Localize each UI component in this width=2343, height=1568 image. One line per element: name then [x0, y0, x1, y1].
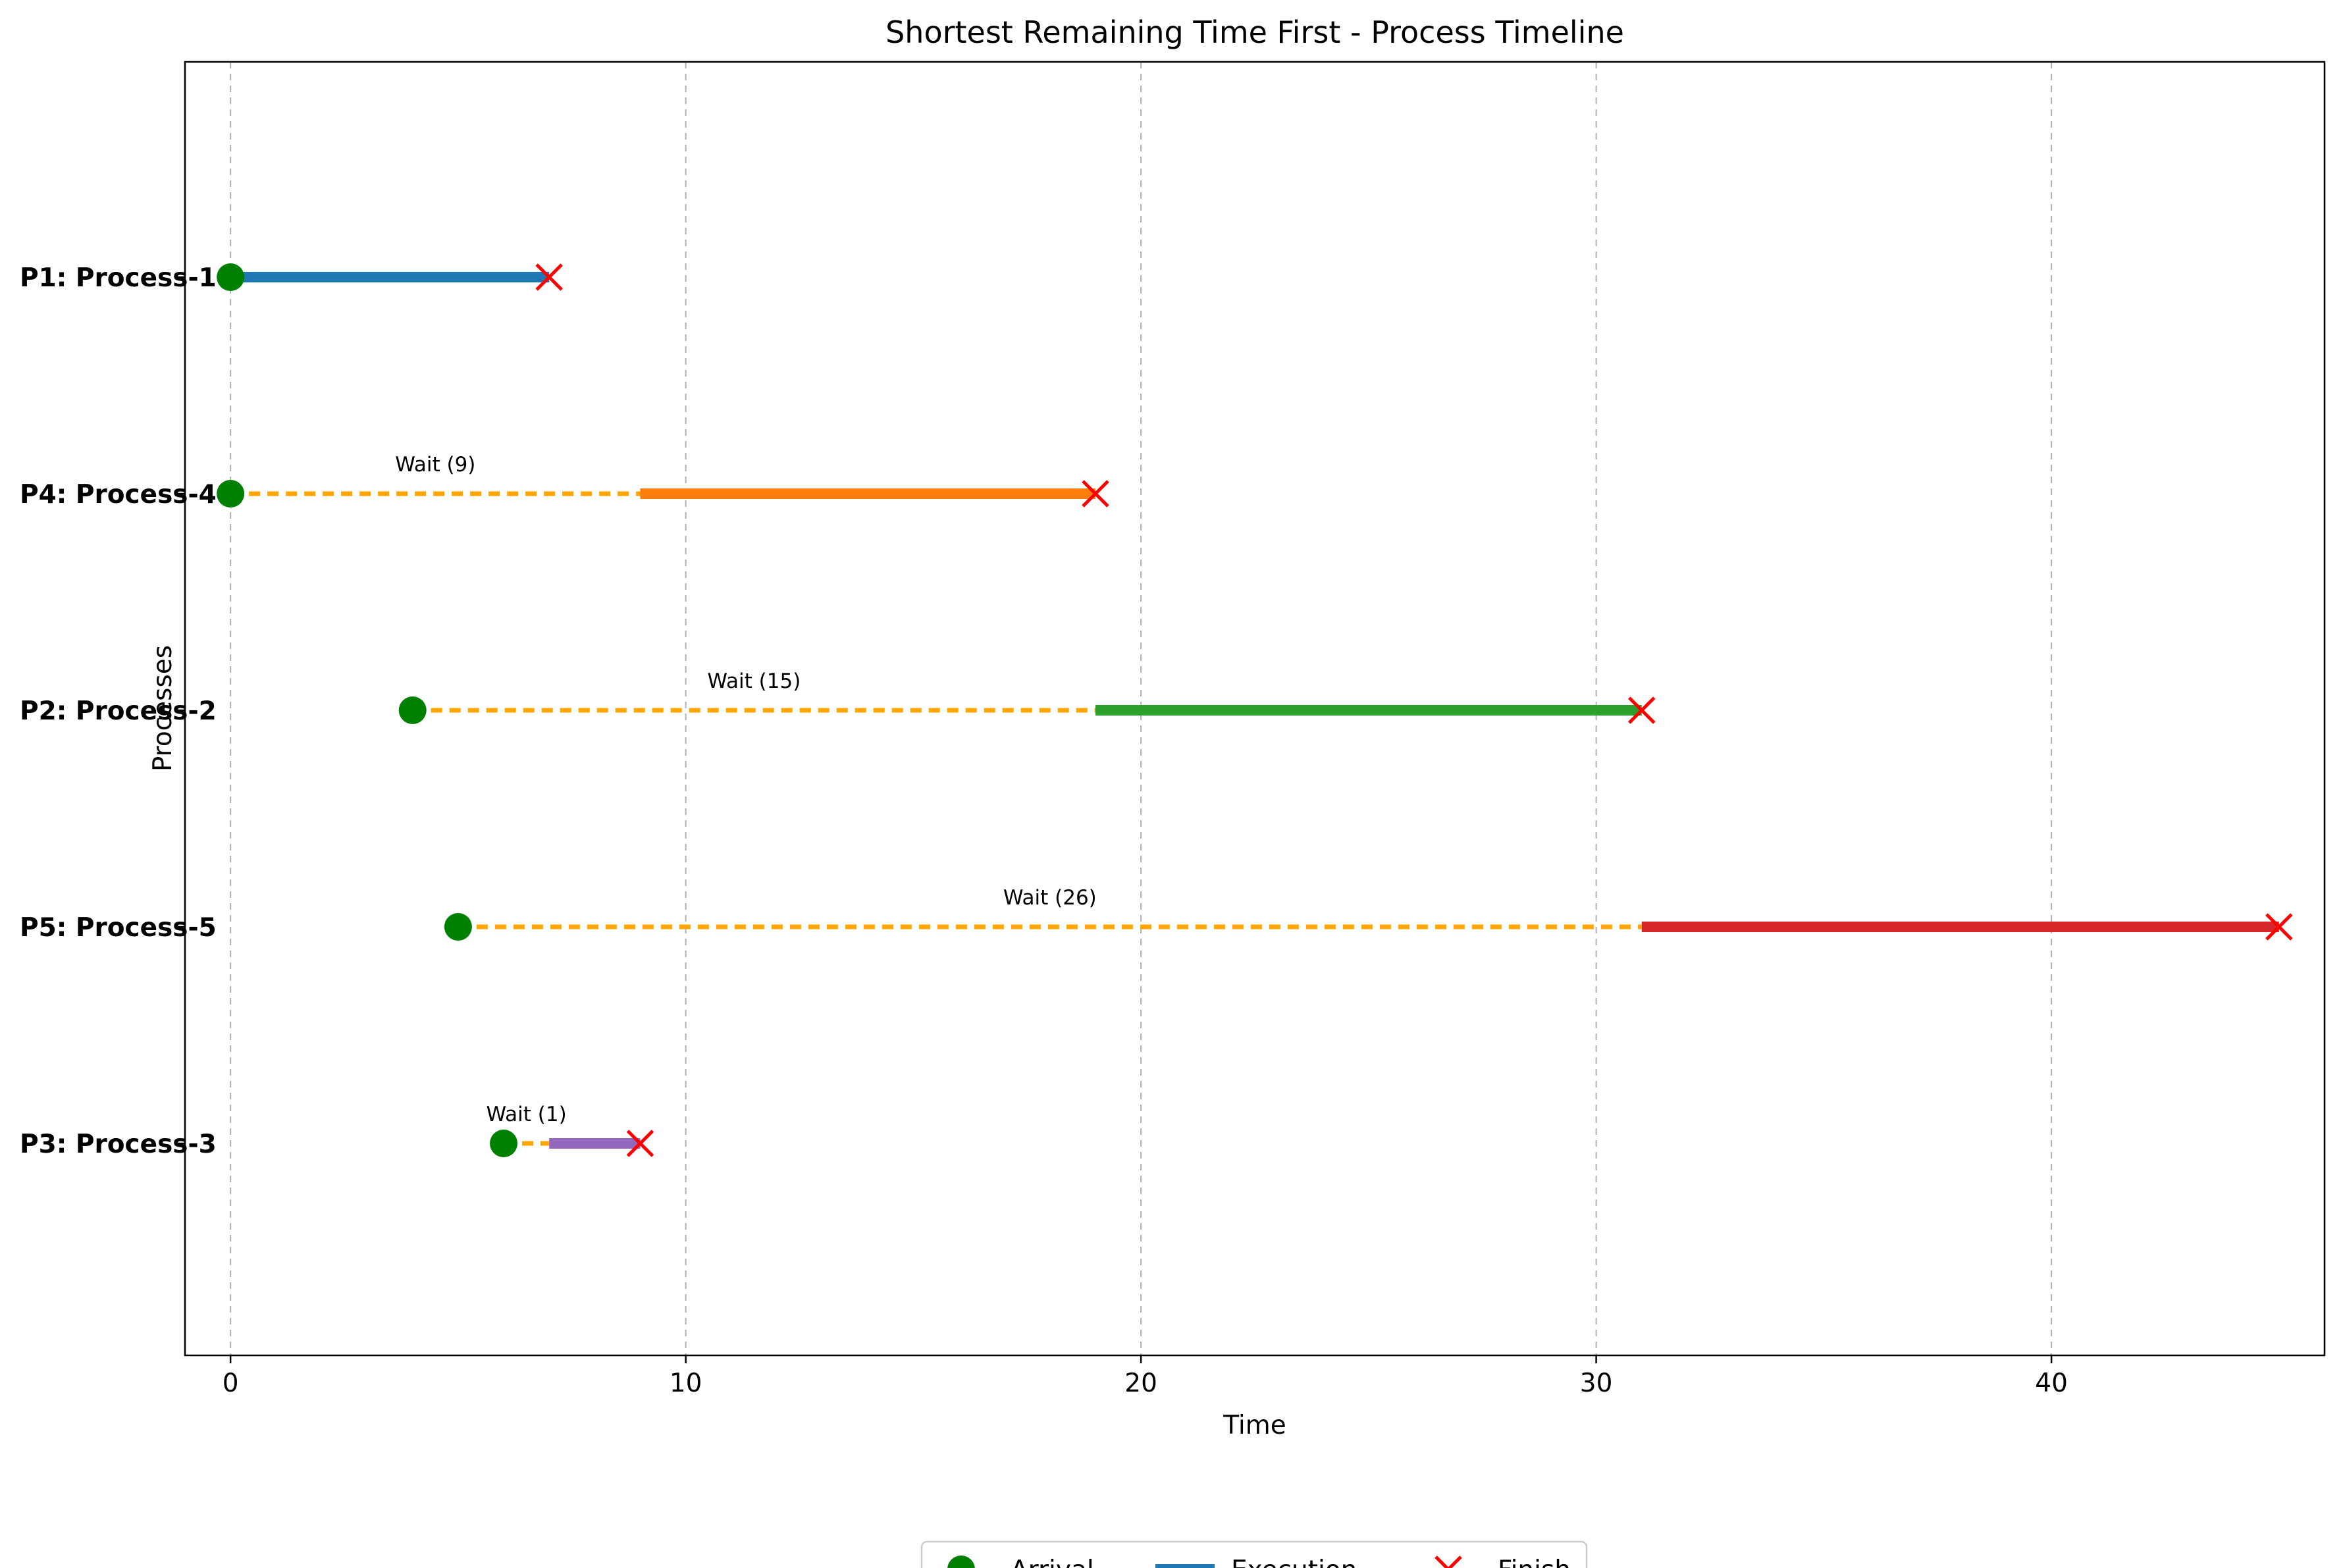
- plot-frame: [184, 61, 2326, 1357]
- x-tick-label: 20: [1124, 1369, 1157, 1398]
- legend-box: [920, 1540, 1588, 1568]
- process-label: P1: Process-1: [20, 263, 217, 293]
- legend-label: Finish: [1498, 1555, 1571, 1568]
- arrival-marker: [217, 263, 245, 291]
- legend-label: Execution: [1231, 1555, 1357, 1568]
- legend-label: Arrival: [1011, 1555, 1094, 1568]
- x-tick-label: 30: [1580, 1369, 1613, 1398]
- process-label: P3: Process-3: [20, 1130, 217, 1159]
- process-label: P4: Process-4: [20, 480, 217, 510]
- process-label: P2: Process-2: [20, 696, 217, 726]
- arrival-marker: [217, 480, 245, 508]
- arrival-marker: [490, 1130, 518, 1157]
- finish-marker: [1627, 696, 1656, 724]
- finish-marker: [2265, 913, 2293, 941]
- wait-label: Wait (15): [707, 669, 801, 693]
- arrival-marker: [398, 696, 427, 724]
- x-tick-label: 40: [2035, 1369, 2068, 1398]
- finish-marker: [1082, 480, 1109, 508]
- legend-arrival-icon: [947, 1555, 975, 1568]
- wait-label: Wait (9): [395, 453, 475, 477]
- arrival-marker: [444, 913, 472, 941]
- y-axis-label: Processes: [148, 645, 178, 771]
- process-label: P5: Process-5: [20, 913, 217, 943]
- legend-finish-icon: [1435, 1555, 1462, 1568]
- chart-title: Shortest Remaining Time First - Process …: [885, 14, 1624, 50]
- y-axis-categories: P1: Process-1P4: Process-4P2: Process-2P…: [20, 263, 217, 1159]
- wait-label: Wait (1): [487, 1103, 567, 1126]
- process-series: Wait (9) Wait (15) Wait (26) Wait (1): [217, 263, 2293, 1157]
- finish-marker: [626, 1130, 654, 1157]
- x-axis-ticks: 0 10 20 30 40: [223, 1355, 2068, 1398]
- x-tick-label: 0: [223, 1369, 239, 1398]
- x-axis-label: Time: [1223, 1411, 1286, 1440]
- finish-marker: [535, 263, 563, 291]
- wait-label: Wait (26): [1003, 886, 1097, 910]
- x-tick-label: 10: [670, 1369, 702, 1398]
- legend: Arrival Execution Finish: [920, 1540, 1588, 1568]
